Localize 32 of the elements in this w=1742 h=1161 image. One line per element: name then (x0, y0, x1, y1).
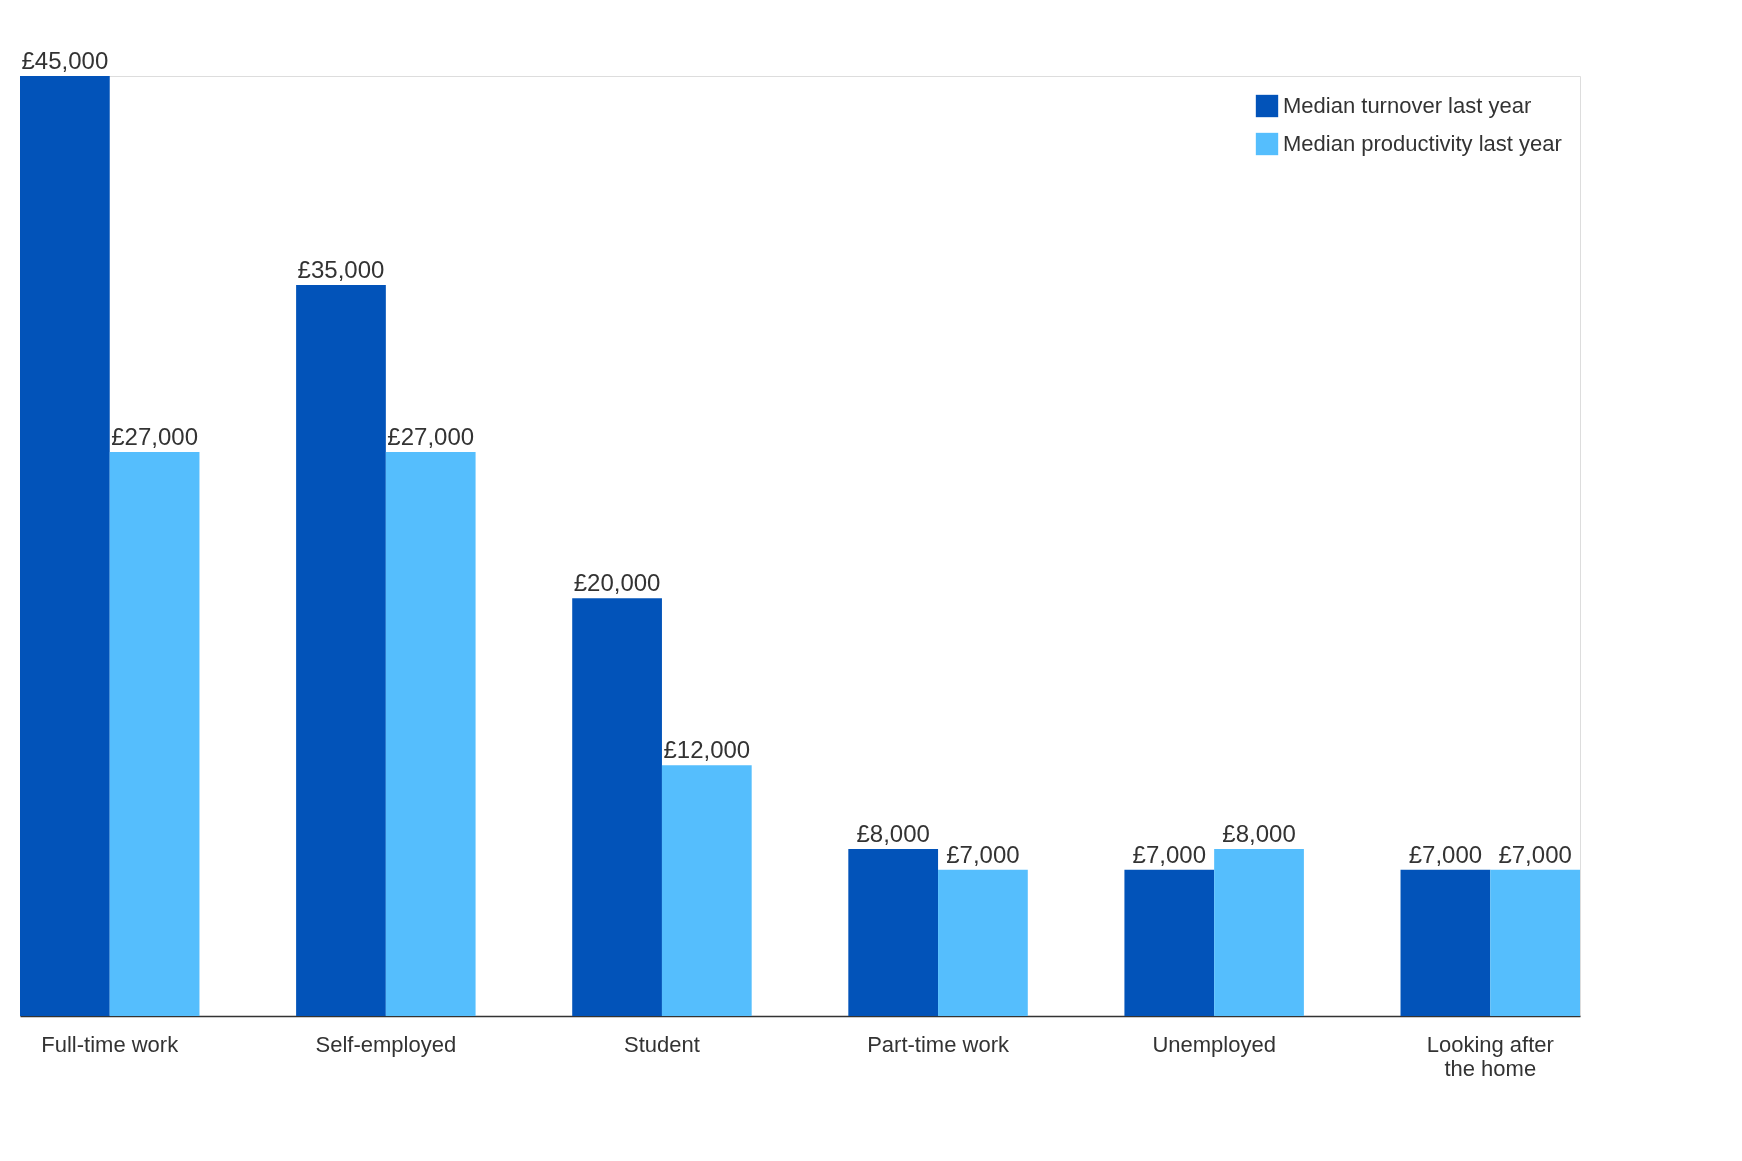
bar (1490, 869, 1580, 1016)
data-label: £35,000 (297, 255, 385, 283)
bar (109, 452, 200, 1016)
x-tick-label: Self-employed (315, 1031, 457, 1057)
data-label: £8,000 (1222, 819, 1296, 847)
bar (938, 869, 1028, 1016)
bar (661, 765, 752, 1016)
data-label: £7,000 (946, 840, 1020, 868)
data-label: £27,000 (111, 423, 198, 450)
bar (1400, 869, 1491, 1016)
bar (385, 452, 476, 1016)
data-label: £8,000 (856, 819, 930, 847)
x-tick-label: Unemployed (1152, 1031, 1276, 1057)
x-tick-label: Part-time work (867, 1031, 1010, 1057)
bar (848, 848, 939, 1016)
bar (572, 598, 662, 1016)
data-label: £7,000 (1132, 840, 1206, 868)
data-label: £45,000 (21, 47, 109, 74)
data-label: £27,000 (387, 423, 475, 450)
bar (1214, 848, 1304, 1016)
data-label: £20,000 (573, 569, 661, 597)
bar (1124, 869, 1215, 1016)
data-label: £7,000 (1408, 840, 1483, 868)
bar (20, 76, 110, 1016)
x-tick-label: Full-time work (41, 1031, 180, 1057)
data-label: £12,000 (663, 736, 751, 764)
x-tick-label: Student (624, 1031, 700, 1057)
x-tick-label: Looking after the home (1426, 1031, 1554, 1081)
bar (296, 284, 386, 1016)
legend-label: Median productivity last year (1283, 131, 1562, 156)
legend-label: Median turnover last year (1283, 93, 1532, 118)
data-label: £7,000 (1498, 840, 1572, 868)
